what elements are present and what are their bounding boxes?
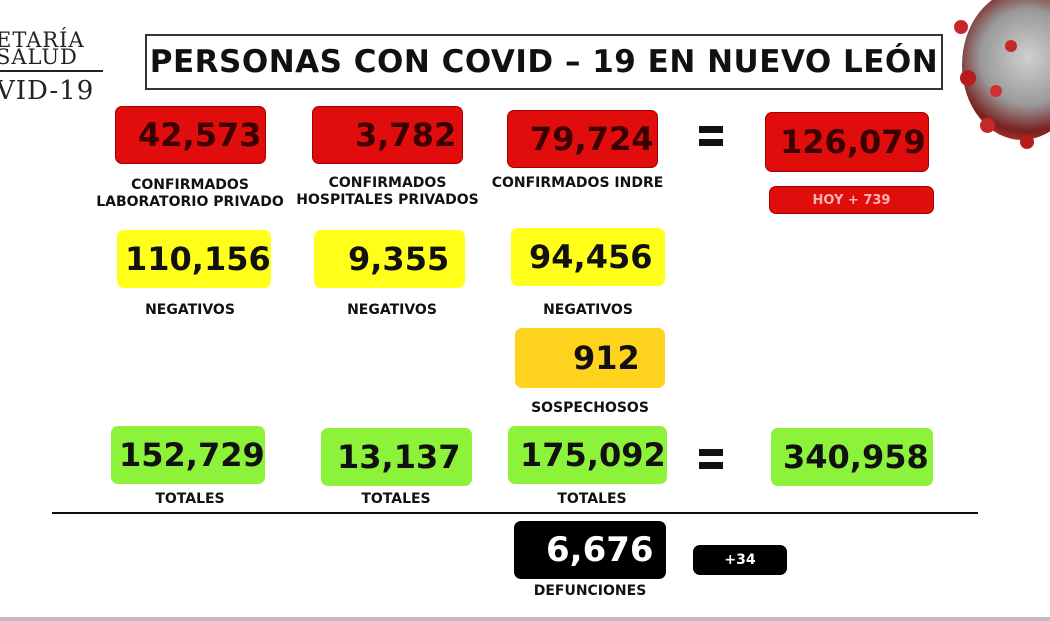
hoy-badge: HOY + 739 [769, 186, 934, 214]
totales-indre-value: 175,092 [508, 426, 667, 484]
negativos-hospitales-label: NEGATIVOS [347, 302, 437, 318]
confirmados-indre-value: 79,724 [507, 110, 658, 168]
logo-line-1: ETARÍA [0, 28, 85, 52]
negativos-privado-value: 110,156 [117, 230, 271, 288]
confirmados-privado-label-1: CONFIRMADOS [131, 177, 249, 193]
coronavirus-icon [950, 0, 1050, 160]
logo-line-2: SALUD [0, 45, 78, 69]
negativos-indre-label: NEGATIVOS [543, 302, 633, 318]
equals-icon-1 [699, 126, 723, 146]
confirmados-hospitales-label-2: HOSPITALES PRIVADOS [296, 192, 479, 208]
confirmados-total-value: 126,079 [765, 112, 929, 172]
totales-hospitales-label: TOTALES [361, 491, 431, 507]
confirmados-hospitales-value: 3,782 [312, 106, 463, 164]
totales-privado-label: TOTALES [155, 491, 225, 507]
logo-line-3: VID-19 [0, 76, 95, 106]
bottom-edge [0, 617, 1050, 621]
defunciones-label: DEFUNCIONES [533, 583, 647, 599]
sospechosos-value: 912 [515, 328, 665, 388]
defunciones-value: 6,676 [514, 521, 666, 579]
defunciones-delta-badge: +34 [693, 545, 787, 575]
totales-indre-label: TOTALES [557, 491, 627, 507]
page-title: PERSONAS CON COVID – 19 EN NUEVO LEÓN [145, 34, 943, 90]
negativos-hospitales-value: 9,355 [314, 230, 465, 288]
logo-rule [0, 70, 103, 72]
totales-hospitales-value: 13,137 [321, 428, 472, 486]
totales-privado-value: 152,729 [111, 426, 265, 484]
equals-icon-2 [699, 449, 723, 469]
confirmados-hospitales-label-1: CONFIRMADOS [328, 175, 447, 191]
sospechosos-label: SOSPECHOSOS [531, 400, 649, 416]
confirmados-privado-value: 42,573 [115, 106, 266, 164]
confirmados-privado-label-2: LABORATORIO PRIVADO [96, 194, 284, 210]
totales-total-value: 340,958 [771, 428, 933, 486]
negativos-privado-label: NEGATIVOS [145, 302, 235, 318]
negativos-indre-value: 94,456 [511, 228, 665, 286]
confirmados-indre-label: CONFIRMADOS INDRE [491, 175, 664, 191]
divider-line [52, 512, 978, 514]
